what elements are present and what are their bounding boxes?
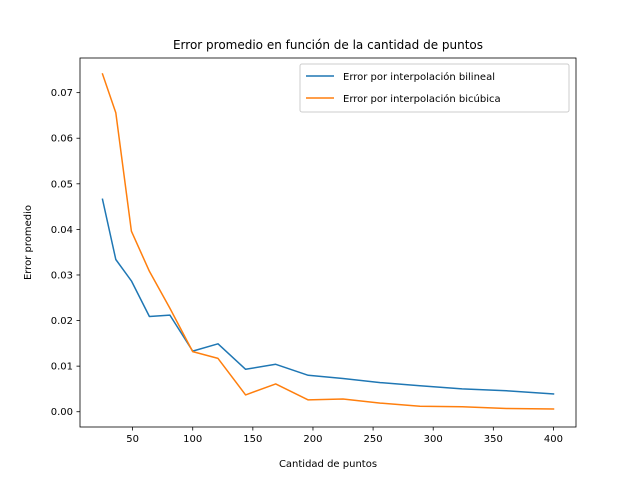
- x-tick-label: 100: [183, 434, 202, 445]
- x-tick-label: 200: [303, 434, 322, 445]
- y-tick-label: 0.05: [51, 179, 73, 190]
- y-axis: 0.00 0.01 0.02 0.03 0.04 0.05 0.06 0.07: [51, 88, 80, 418]
- x-axis: 50 100 150 200 250 300 350 400: [126, 427, 563, 445]
- series-line-bicubic: [101, 73, 555, 410]
- x-tick-label: 350: [484, 434, 503, 445]
- legend: Error por interpolación bilineal Error p…: [299, 63, 570, 113]
- legend-frame: [299, 63, 570, 113]
- y-tick-label: 0.00: [51, 407, 73, 418]
- series-lines: [101, 73, 555, 410]
- y-tick-label: 0.06: [51, 134, 73, 145]
- x-axis-label: Cantidad de puntos: [279, 459, 377, 470]
- chart-title: Error promedio en función de la cantidad…: [173, 38, 483, 52]
- legend-label-bilinear: Error por interpolación bilineal: [343, 71, 495, 83]
- x-tick-label: 250: [364, 434, 383, 445]
- legend-label-bicubic: Error por interpolación bicúbica: [343, 93, 501, 105]
- y-tick-label: 0.04: [51, 225, 73, 236]
- series-line-bilinear: [101, 198, 555, 395]
- x-tick-label: 400: [544, 434, 563, 445]
- y-tick-label: 0.03: [51, 270, 73, 281]
- y-tick-label: 0.01: [51, 362, 73, 373]
- plot-area: [79, 57, 577, 428]
- x-tick-label: 50: [126, 434, 139, 445]
- plot-frame: [79, 57, 577, 428]
- x-tick-label: 300: [424, 434, 443, 445]
- y-tick-label: 0.07: [51, 88, 73, 99]
- y-tick-label: 0.02: [51, 316, 73, 327]
- y-axis-label: Error promedio: [23, 205, 34, 280]
- x-tick-label: 150: [243, 434, 262, 445]
